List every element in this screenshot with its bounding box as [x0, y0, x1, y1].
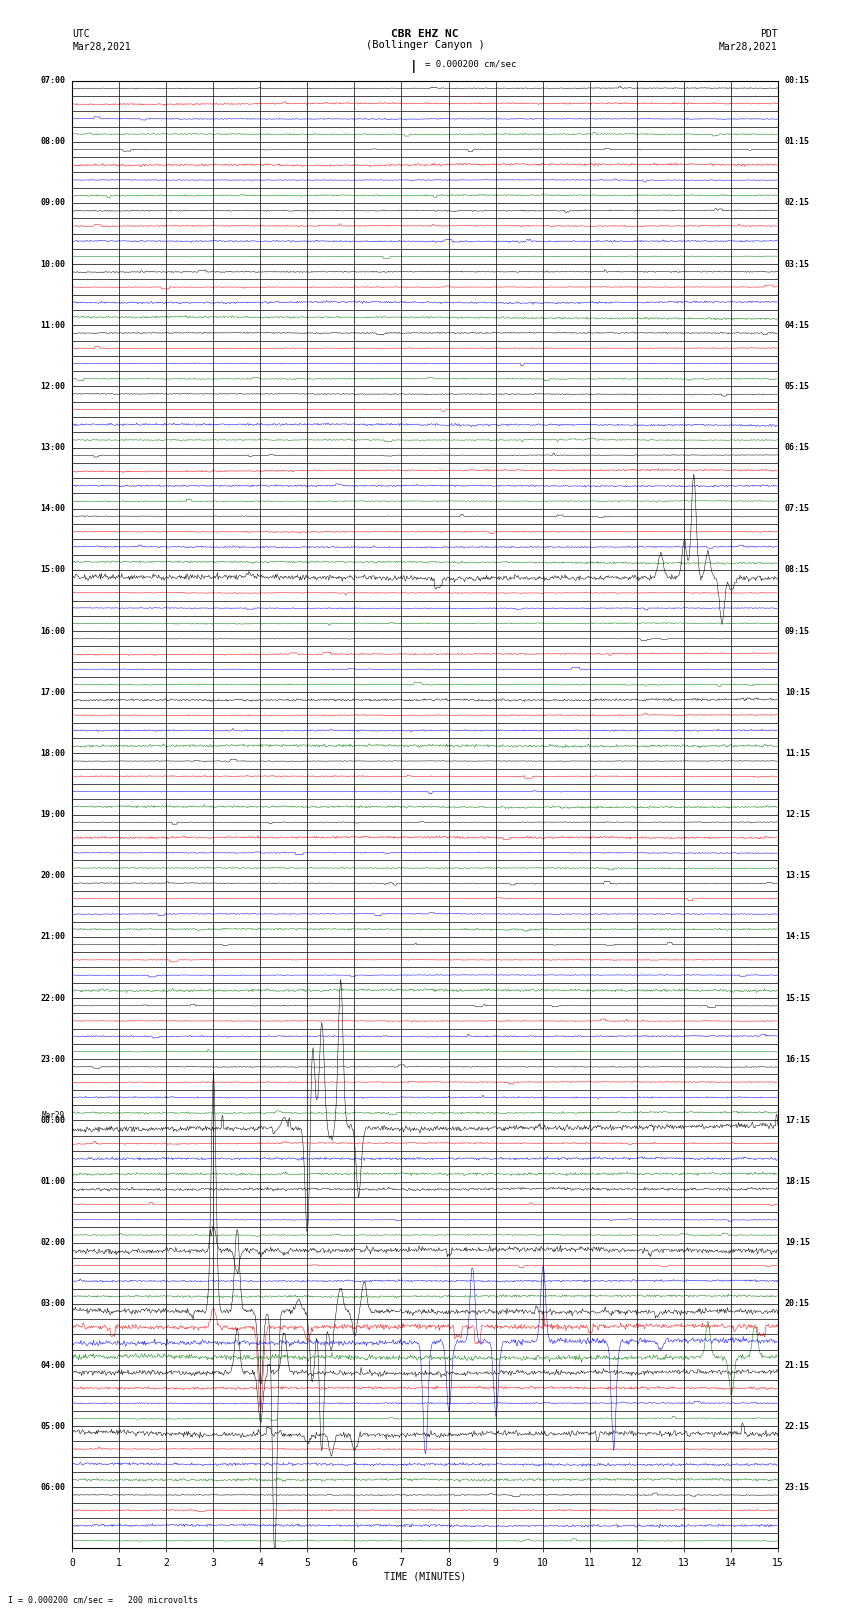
Text: 15:15: 15:15 — [785, 994, 810, 1003]
Text: Mar28,2021: Mar28,2021 — [72, 42, 131, 52]
Text: 08:00: 08:00 — [40, 137, 65, 147]
Text: 05:00: 05:00 — [40, 1421, 65, 1431]
Text: 16:00: 16:00 — [40, 626, 65, 636]
Text: 14:00: 14:00 — [40, 505, 65, 513]
Text: 20:15: 20:15 — [785, 1300, 810, 1308]
Text: 21:00: 21:00 — [40, 932, 65, 942]
Text: 22:00: 22:00 — [40, 994, 65, 1003]
Text: 09:15: 09:15 — [785, 626, 810, 636]
Text: 07:00: 07:00 — [40, 76, 65, 85]
Text: 13:15: 13:15 — [785, 871, 810, 881]
Text: 16:15: 16:15 — [785, 1055, 810, 1063]
Text: |: | — [411, 60, 417, 73]
Text: 11:00: 11:00 — [40, 321, 65, 329]
Text: 10:15: 10:15 — [785, 687, 810, 697]
Text: 04:00: 04:00 — [40, 1360, 65, 1369]
Text: 23:15: 23:15 — [785, 1482, 810, 1492]
Text: I = 0.000200 cm/sec =   200 microvolts: I = 0.000200 cm/sec = 200 microvolts — [8, 1595, 199, 1605]
Text: 12:15: 12:15 — [785, 810, 810, 819]
Text: 08:15: 08:15 — [785, 566, 810, 574]
Text: 10:00: 10:00 — [40, 260, 65, 269]
Text: 23:00: 23:00 — [40, 1055, 65, 1063]
Text: 17:00: 17:00 — [40, 687, 65, 697]
Text: 22:15: 22:15 — [785, 1421, 810, 1431]
Text: 12:00: 12:00 — [40, 382, 65, 390]
Text: (Bollinger Canyon ): (Bollinger Canyon ) — [366, 40, 484, 50]
Text: 09:00: 09:00 — [40, 198, 65, 208]
Text: 05:15: 05:15 — [785, 382, 810, 390]
Text: 19:15: 19:15 — [785, 1239, 810, 1247]
Text: 02:15: 02:15 — [785, 198, 810, 208]
Text: 07:15: 07:15 — [785, 505, 810, 513]
Text: 18:15: 18:15 — [785, 1177, 810, 1186]
Text: 06:00: 06:00 — [40, 1482, 65, 1492]
Text: 17:15: 17:15 — [785, 1116, 810, 1124]
Text: Mar29: Mar29 — [42, 1111, 65, 1119]
Text: = 0.000200 cm/sec: = 0.000200 cm/sec — [425, 60, 516, 69]
Text: 14:15: 14:15 — [785, 932, 810, 942]
Text: 02:00: 02:00 — [40, 1239, 65, 1247]
Text: 15:00: 15:00 — [40, 566, 65, 574]
Text: 01:15: 01:15 — [785, 137, 810, 147]
Text: 03:00: 03:00 — [40, 1300, 65, 1308]
Text: 04:15: 04:15 — [785, 321, 810, 329]
Text: 00:15: 00:15 — [785, 76, 810, 85]
Text: UTC: UTC — [72, 29, 90, 39]
Text: 18:00: 18:00 — [40, 748, 65, 758]
Text: 11:15: 11:15 — [785, 748, 810, 758]
X-axis label: TIME (MINUTES): TIME (MINUTES) — [384, 1571, 466, 1582]
Text: 21:15: 21:15 — [785, 1360, 810, 1369]
Text: 20:00: 20:00 — [40, 871, 65, 881]
Text: 01:00: 01:00 — [40, 1177, 65, 1186]
Text: 00:00: 00:00 — [40, 1116, 65, 1124]
Text: 13:00: 13:00 — [40, 444, 65, 452]
Text: 19:00: 19:00 — [40, 810, 65, 819]
Text: Mar28,2021: Mar28,2021 — [719, 42, 778, 52]
Text: CBR EHZ NC: CBR EHZ NC — [391, 29, 459, 39]
Text: PDT: PDT — [760, 29, 778, 39]
Text: 03:15: 03:15 — [785, 260, 810, 269]
Text: 06:15: 06:15 — [785, 444, 810, 452]
